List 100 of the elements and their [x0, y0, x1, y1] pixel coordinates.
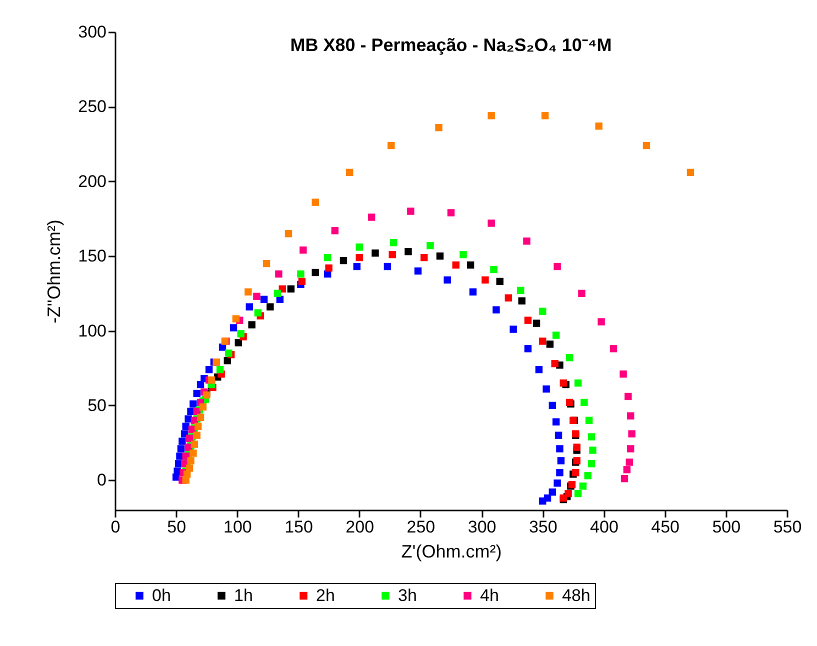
point [275, 270, 282, 278]
point [551, 360, 558, 368]
point [199, 403, 207, 411]
point [510, 326, 517, 333]
point [340, 256, 348, 264]
point [452, 261, 460, 269]
point [556, 445, 564, 452]
point [523, 238, 530, 245]
point [466, 261, 474, 269]
legend-label: 48h [562, 586, 590, 605]
point [460, 250, 467, 258]
point [266, 303, 274, 310]
point [444, 276, 451, 284]
point [686, 168, 694, 176]
point [193, 390, 200, 398]
point [356, 254, 363, 262]
point [488, 220, 495, 227]
point [372, 249, 379, 257]
point [253, 292, 260, 300]
point [353, 262, 361, 270]
y-tick-label: 150 [78, 246, 106, 266]
point [579, 482, 587, 490]
point [589, 446, 596, 454]
point [588, 433, 596, 440]
point [566, 354, 574, 362]
point [469, 288, 477, 296]
point [368, 214, 376, 221]
point [190, 440, 198, 448]
point [524, 345, 532, 352]
point [298, 278, 306, 286]
point [384, 262, 392, 270]
point [517, 286, 524, 294]
point [193, 432, 200, 439]
y-tick-label: 0 [97, 470, 106, 490]
point [554, 262, 561, 270]
point [552, 418, 560, 426]
point [588, 460, 596, 468]
point [552, 332, 560, 339]
point [186, 464, 194, 472]
point [557, 457, 565, 464]
legend-label: 3h [398, 586, 417, 605]
point [628, 430, 636, 438]
point [300, 246, 307, 254]
point [518, 297, 526, 304]
point [504, 294, 512, 302]
point [407, 208, 414, 215]
point [234, 339, 242, 346]
point [595, 122, 602, 130]
point [237, 330, 244, 338]
point [312, 268, 319, 276]
point [620, 475, 628, 482]
point [447, 209, 455, 216]
point [230, 324, 238, 332]
point [244, 288, 252, 296]
y-axis-title: -Z''Ohm.cm²) [44, 220, 64, 324]
point [190, 400, 197, 408]
point [184, 415, 192, 422]
point [492, 306, 500, 314]
point [196, 414, 204, 421]
point [539, 338, 546, 345]
point [248, 321, 256, 328]
legend-label: 0h [152, 586, 171, 605]
x-tick-label: 250 [406, 518, 436, 536]
legend-label: 4h [480, 586, 499, 605]
point [584, 472, 592, 480]
point [187, 457, 194, 464]
x-axis-title: Z'(Ohm.cm²) [401, 542, 502, 562]
x-tick-label: 0 [110, 518, 120, 536]
x-tick-label: 200 [346, 518, 374, 536]
point [284, 230, 292, 238]
point [524, 316, 532, 324]
point [435, 124, 442, 132]
point [420, 254, 428, 262]
x-tick-label: 450 [651, 518, 680, 536]
point [578, 290, 586, 298]
y-tick-label: 300 [78, 22, 106, 42]
y-tick-label: 250 [78, 97, 106, 116]
point [620, 370, 627, 378]
point [539, 497, 546, 505]
point [496, 278, 504, 286]
point [312, 198, 319, 206]
point [554, 432, 562, 439]
point [542, 385, 550, 393]
point [262, 260, 270, 268]
point [574, 490, 582, 498]
point [532, 320, 540, 327]
point [580, 398, 588, 406]
point [490, 266, 498, 274]
point [388, 142, 395, 150]
legend-label: 2h [316, 586, 335, 605]
point [232, 315, 240, 322]
point [560, 379, 568, 387]
point [436, 252, 444, 260]
point [548, 402, 556, 410]
point [182, 422, 190, 430]
x-tick-label: 500 [712, 518, 741, 536]
y-tick-label: 50 [88, 396, 106, 415]
point [177, 445, 185, 452]
point [190, 450, 197, 457]
point [623, 466, 631, 474]
